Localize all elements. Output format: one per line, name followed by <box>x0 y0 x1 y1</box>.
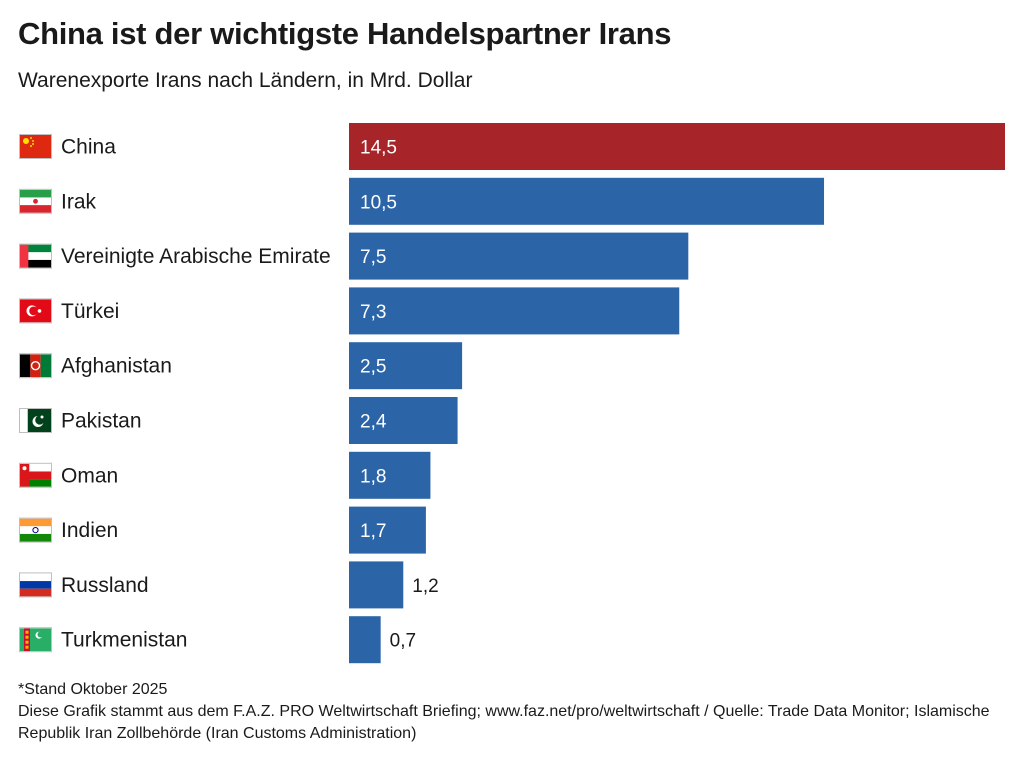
data-label: 0,7 <box>390 631 416 652</box>
data-label: 7,3 <box>360 302 386 323</box>
bar-chart: China 14,5 Irak 10,5 Vereinigte Arabische Em… <box>19 123 1005 664</box>
data-label: 7,5 <box>360 247 386 268</box>
turkey-flag-icon <box>19 298 52 324</box>
bar-row-1: Irak 10,5 <box>19 177 825 225</box>
bar-row-3: Türkei 7,3 <box>19 287 680 335</box>
category-label: Pakistan <box>61 410 142 433</box>
chart-footer: *Stand Oktober 2025 Diese Grafik stammt … <box>18 679 1008 745</box>
turkmenistan-flag-icon <box>19 627 52 653</box>
bar <box>349 616 381 664</box>
category-label: Türkei <box>61 300 119 323</box>
category-label: Russland <box>61 574 149 597</box>
bar-row-8: Russland 1,2 <box>19 561 439 609</box>
category-label: Turkmenistan <box>61 629 187 652</box>
data-label: 1,7 <box>360 521 386 542</box>
category-label: Irak <box>61 190 97 213</box>
bar <box>349 342 463 390</box>
bar <box>349 397 458 444</box>
bar <box>349 123 1005 170</box>
uae-flag-icon <box>19 243 52 269</box>
bar <box>349 561 404 609</box>
bar-row-7: Indien 1,7 <box>19 506 426 554</box>
bar <box>349 506 426 554</box>
category-label: China <box>61 136 116 159</box>
china-flag-icon <box>19 134 52 159</box>
footnote: *Stand Oktober 2025 <box>18 681 168 698</box>
category-label: Afghanistan <box>61 355 172 378</box>
bar <box>349 177 825 225</box>
bar-row-5: Pakistan 2,4 <box>19 397 458 444</box>
bar <box>349 287 680 335</box>
bar <box>349 232 689 280</box>
bar-row-4: Afghanistan 2,5 <box>19 342 463 390</box>
bar-row-2: Vereinigte Arabische Emirate 7,5 <box>19 232 689 280</box>
data-label: 14,5 <box>360 138 397 159</box>
chart-title: China ist der wichtigste Handelspartner … <box>18 16 672 51</box>
category-label: Indien <box>61 519 118 542</box>
bar-row-0: China 14,5 <box>19 123 1005 170</box>
pakistan-flag-icon <box>19 408 52 433</box>
data-label: 1,2 <box>412 576 438 597</box>
russia-flag-icon <box>19 572 52 598</box>
bar <box>349 451 431 499</box>
source-note: Diese Grafik stammt aus dem F.A.Z. PRO W… <box>18 703 990 742</box>
iraq-flag-icon <box>19 188 52 214</box>
category-label: Oman <box>61 464 118 487</box>
data-label: 2,4 <box>360 412 387 433</box>
bar-row-6: Oman 1,8 <box>19 451 431 499</box>
category-label: Vereinigte Arabische Emirate <box>61 245 331 268</box>
afghanistan-flag-icon <box>19 353 52 379</box>
data-label: 2,5 <box>360 357 386 378</box>
india-flag-icon <box>19 517 52 543</box>
data-label: 1,8 <box>360 466 386 487</box>
chart-subtitle: Warenexporte Irans nach Ländern, in Mrd.… <box>18 69 473 92</box>
data-label: 10,5 <box>360 192 397 213</box>
oman-flag-icon <box>19 462 52 488</box>
bar-row-9: Turkmenistan 0,7 <box>19 616 416 664</box>
